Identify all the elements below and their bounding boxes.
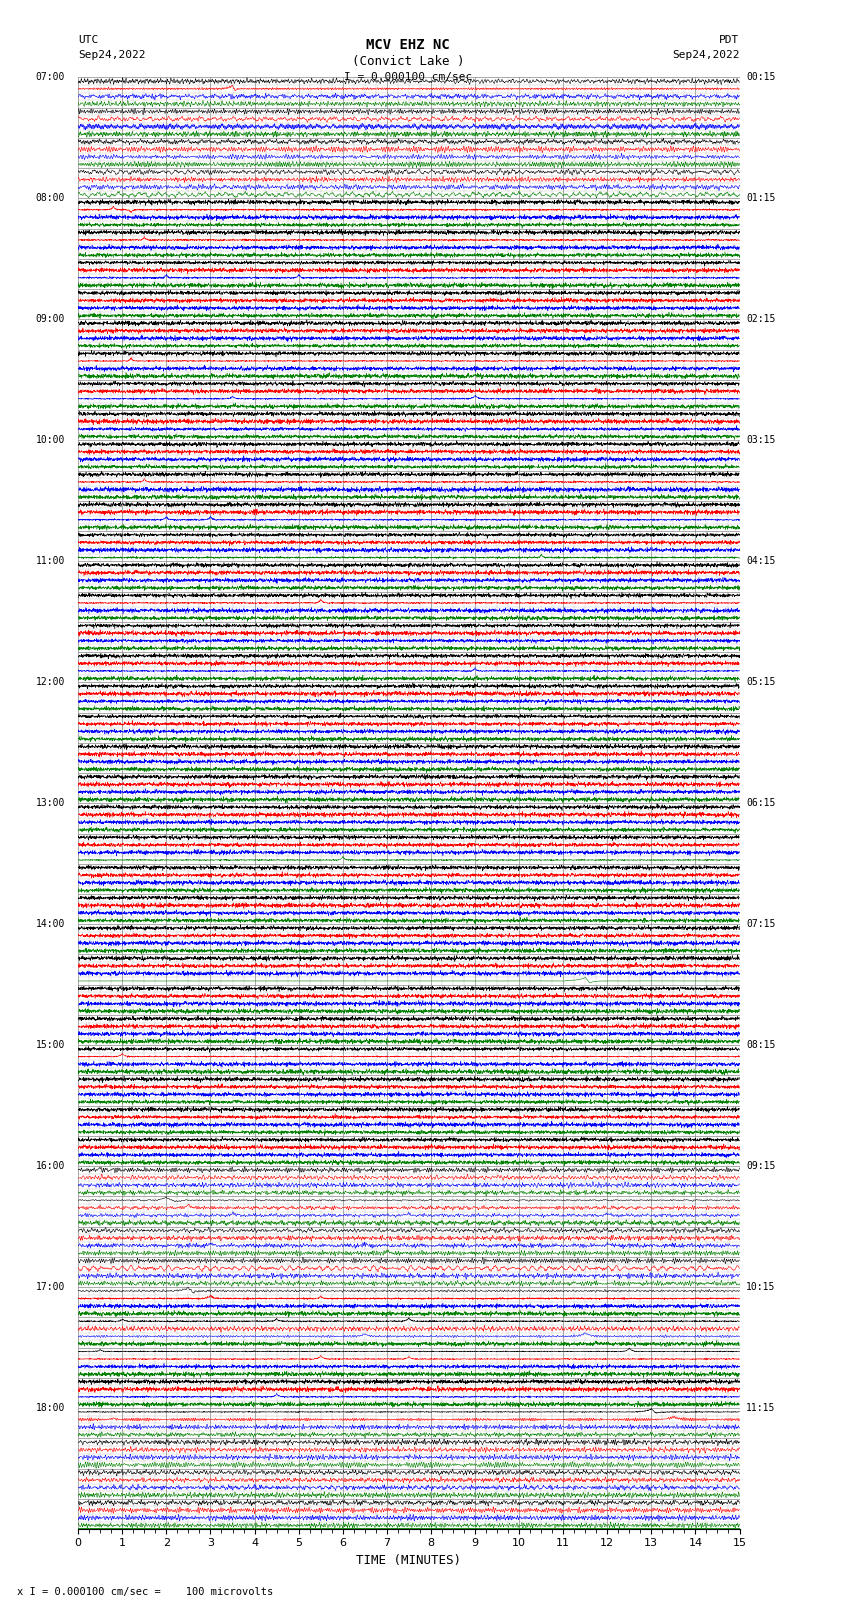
Text: 01:15: 01:15 [746,194,775,203]
Text: 13:00: 13:00 [36,798,65,808]
Text: 02:15: 02:15 [746,315,775,324]
Text: 18:00: 18:00 [36,1403,65,1413]
Text: 00:15: 00:15 [746,73,775,82]
Text: 17:00: 17:00 [36,1282,65,1292]
Text: 03:15: 03:15 [746,436,775,445]
Text: 07:15: 07:15 [746,919,775,929]
Text: 06:15: 06:15 [746,798,775,808]
Text: 14:00: 14:00 [36,919,65,929]
Text: Sep24,2022: Sep24,2022 [672,50,740,60]
Text: 15:00: 15:00 [36,1040,65,1050]
Text: x I = 0.000100 cm/sec =    100 microvolts: x I = 0.000100 cm/sec = 100 microvolts [17,1587,273,1597]
Text: MCV EHZ NC: MCV EHZ NC [366,39,450,52]
Text: 04:15: 04:15 [746,556,775,566]
Text: 11:15: 11:15 [746,1403,775,1413]
Text: I = 0.000100 cm/sec: I = 0.000100 cm/sec [344,73,472,82]
Text: 09:15: 09:15 [746,1161,775,1171]
Text: 08:00: 08:00 [36,194,65,203]
Text: PDT: PDT [719,35,740,45]
Text: 09:00: 09:00 [36,315,65,324]
Text: 08:15: 08:15 [746,1040,775,1050]
Text: 05:15: 05:15 [746,677,775,687]
Text: (Convict Lake ): (Convict Lake ) [352,55,464,68]
Text: 10:00: 10:00 [36,436,65,445]
Text: 12:00: 12:00 [36,677,65,687]
Text: 16:00: 16:00 [36,1161,65,1171]
X-axis label: TIME (MINUTES): TIME (MINUTES) [356,1553,462,1566]
Text: Sep24,2022: Sep24,2022 [78,50,145,60]
Text: UTC: UTC [78,35,99,45]
Text: 07:00: 07:00 [36,73,65,82]
Text: 11:00: 11:00 [36,556,65,566]
Text: 10:15: 10:15 [746,1282,775,1292]
